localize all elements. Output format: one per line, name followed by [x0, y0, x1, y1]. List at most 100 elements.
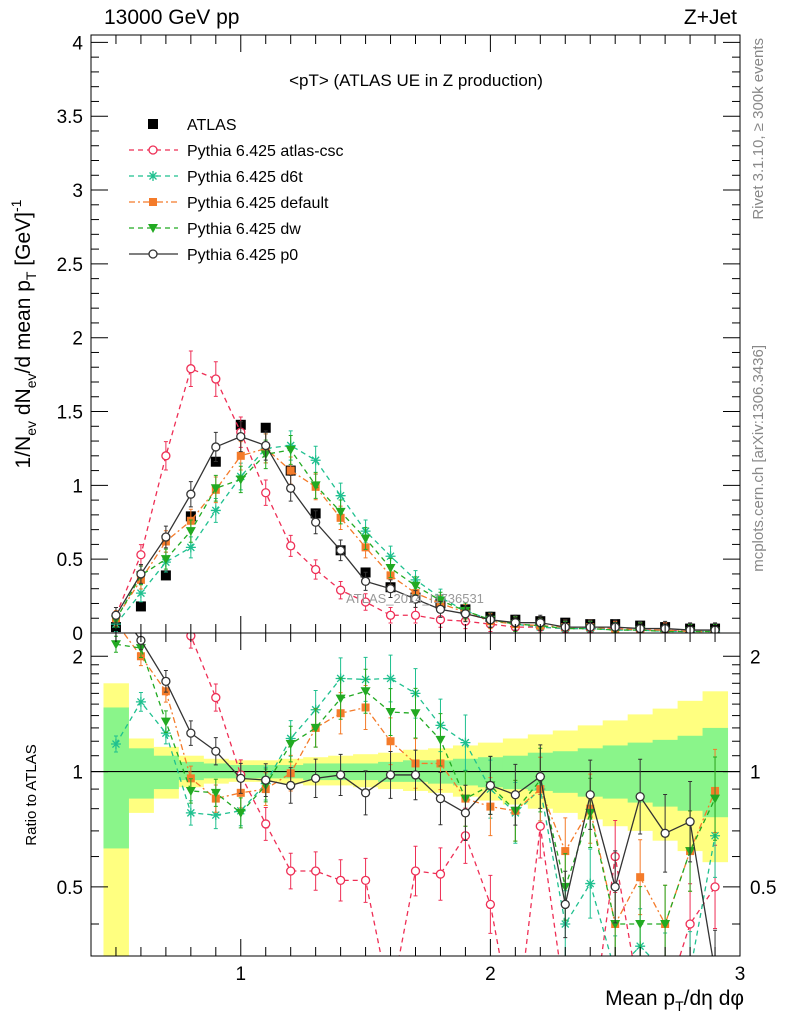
y-tick-label: 0.5: [57, 550, 83, 571]
data-point: [335, 507, 346, 517]
legend-label: Pythia 6.425 atlas-csc: [187, 143, 344, 160]
data-point: [185, 542, 196, 553]
band-bin: [203, 763, 229, 779]
ratio-point: [585, 790, 595, 800]
ratio-point: [435, 869, 446, 879]
ratio-point: [585, 878, 596, 889]
ratio-point: [635, 792, 645, 802]
ratio-point: [387, 998, 395, 1006]
ratio-point: [485, 780, 496, 791]
legend-label: ATLAS: [187, 117, 237, 134]
ratio-error-bar: [563, 969, 567, 1024]
ratio-point: [236, 773, 246, 784]
ratio-point: [635, 919, 646, 929]
y-tick-label: 2.5: [57, 255, 83, 276]
data-point: [286, 483, 296, 493]
ratio-point: [460, 808, 471, 818]
data-point: [261, 488, 271, 498]
y-tick-label: 2: [72, 329, 83, 350]
header-energy: 13000 GeV pp: [104, 6, 239, 29]
data-point: [111, 610, 121, 620]
ratio-point: [360, 788, 371, 798]
ratio-point: [360, 875, 371, 886]
data-point: [335, 545, 346, 555]
ratio-point: [610, 919, 621, 929]
ratio-point: [335, 770, 346, 780]
ratio-point: [636, 873, 645, 882]
ratio-point: [210, 810, 221, 821]
data-point: [185, 527, 196, 537]
ratio-point: [685, 967, 695, 977]
legend-marker: [148, 119, 158, 129]
ratio-point: [660, 967, 670, 977]
ratio-axis-label: Ratio to ATLAS: [23, 744, 40, 845]
ratio-point: [185, 786, 196, 796]
data-point: [136, 550, 146, 560]
ratio-series-pythia-6-425-dw: [110, 635, 721, 956]
ratio-point: [335, 875, 346, 886]
ratio-point: [160, 717, 171, 727]
ratio-point: [311, 773, 321, 784]
ratio-point: [410, 866, 421, 876]
legend-marker: [148, 145, 158, 155]
ratio-tick-label: 0.5: [57, 878, 83, 899]
legend-marker: [148, 249, 158, 259]
ratio-point: [610, 967, 620, 977]
ratio-point: [385, 708, 396, 718]
rivet-label: Rivet 3.1.10, ≥ 300k events: [750, 38, 767, 220]
data-point: [161, 532, 171, 542]
ratio-point: [161, 676, 171, 686]
ratio-point: [286, 866, 296, 876]
ratio-error-bar: [713, 929, 718, 956]
data-point: [261, 440, 271, 451]
ratio-point: [110, 640, 121, 650]
ratio-point: [386, 737, 395, 746]
ratio-error-bar: [588, 1005, 592, 1024]
data-point: [385, 551, 396, 562]
legend-marker: [148, 224, 158, 233]
data-point: [211, 374, 221, 384]
legend-label: Pythia 6.425 p0: [187, 247, 298, 264]
x-axis-label: Mean pT/dη dφ: [605, 987, 744, 1014]
ratio-point: [360, 687, 371, 697]
ratio-point: [310, 723, 321, 733]
y-tick-label: 0: [72, 624, 83, 645]
data-point: [385, 564, 396, 574]
ratio-point: [710, 794, 721, 804]
ratio-point: [185, 807, 196, 818]
ratio-point: [561, 847, 570, 856]
data-point: [360, 576, 371, 586]
ratio-point: [685, 817, 695, 827]
ratio-point: [110, 739, 121, 750]
x-tick-label: 1: [235, 964, 246, 985]
ratio-point: [210, 788, 221, 798]
data-point: [235, 475, 246, 485]
data-point: [410, 610, 421, 620]
ratio-error-bar: [389, 979, 393, 1024]
ratio-point: [510, 790, 520, 800]
ratio-point: [660, 919, 671, 929]
data-point: [410, 594, 421, 604]
ratio-point: [685, 919, 695, 929]
data-point: [286, 466, 295, 475]
ratio-series-pythia-6-425-p0: [134, 633, 719, 976]
analysis-watermark: ATLAS_2014_I1736531: [346, 591, 484, 606]
data-point: [260, 422, 271, 433]
ratio-point: [485, 899, 496, 910]
ratio-point: [711, 968, 719, 976]
data-point: [285, 445, 296, 455]
legend: ATLAS Pythia 6.425 atlas-csc Pythia 6.425 …: [129, 117, 344, 264]
header-process: Z+Jet: [684, 6, 737, 29]
ratio-point: [385, 673, 396, 684]
data-point: [236, 451, 245, 460]
ratio-point: [435, 735, 446, 745]
y-tick-label: 3.5: [57, 107, 83, 128]
ratio-point: [535, 821, 545, 831]
data-point: [286, 541, 296, 551]
data-point: [435, 604, 446, 615]
data-point: [311, 564, 321, 575]
data-point: [186, 489, 196, 499]
ratio-point: [311, 866, 321, 876]
ratio-tick-label: 1: [72, 763, 83, 784]
